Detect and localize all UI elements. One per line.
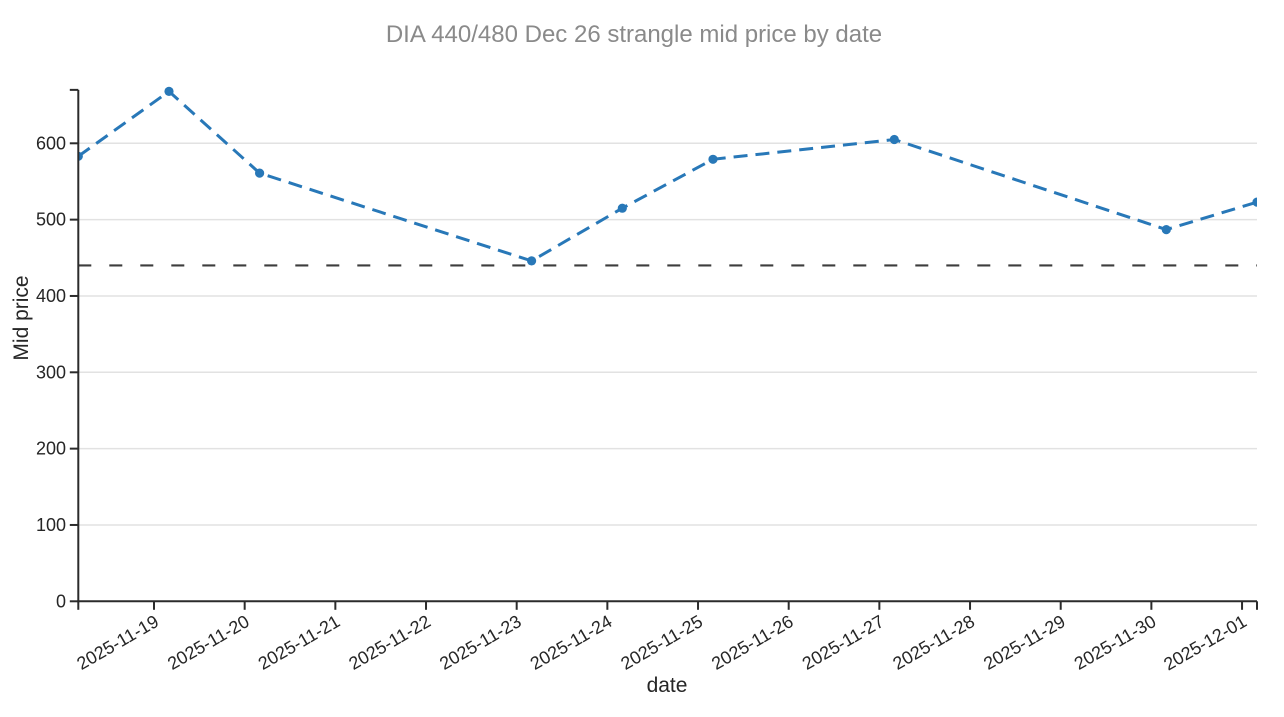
y-tick-label-500: 500 bbox=[36, 210, 66, 230]
x-axis-label: date bbox=[647, 674, 688, 697]
x-tick-label-2025-11-20: 2025-11-20 bbox=[164, 611, 253, 674]
y-tick-label-200: 200 bbox=[36, 439, 66, 459]
series-layer bbox=[78, 86, 1257, 266]
x-tick-label-2025-11-23: 2025-11-23 bbox=[436, 611, 525, 674]
data-point-2025-12-01 bbox=[1252, 197, 1257, 207]
x-tick-label-2025-11-22: 2025-11-22 bbox=[345, 611, 434, 674]
gridlines bbox=[78, 142, 1257, 603]
x-tick-label-2025-11-19: 2025-11-19 bbox=[73, 611, 162, 674]
x-tick-label-2025-11-25: 2025-11-25 bbox=[617, 611, 706, 674]
x-tick-label-2025-11-21: 2025-11-21 bbox=[255, 611, 344, 674]
data-point-2025-11-23 bbox=[527, 256, 537, 266]
data-point-2025-11-20 bbox=[255, 168, 265, 178]
y-tick-label-300: 300 bbox=[36, 362, 66, 382]
x-tick-label-2025-11-24: 2025-11-24 bbox=[527, 611, 616, 674]
data-point-2025-11-25 bbox=[708, 154, 718, 164]
y-axis-label: Mid price bbox=[10, 275, 33, 360]
chart-title: DIA 440/480 Dec 26 strangle mid price by… bbox=[386, 21, 882, 48]
y-tick-label-400: 400 bbox=[36, 286, 66, 306]
data-point-2025-11-18 bbox=[78, 151, 83, 161]
x-tick-label-2025-12-01: 2025-12-01 bbox=[1160, 611, 1250, 674]
x-tick-label-2025-11-27: 2025-11-27 bbox=[799, 611, 888, 674]
axes-layer bbox=[69, 88, 1258, 610]
y-tick-label-600: 600 bbox=[36, 133, 66, 153]
x-tick-label-2025-11-28: 2025-11-28 bbox=[889, 611, 978, 674]
x-tick-label-2025-11-30: 2025-11-30 bbox=[1071, 611, 1160, 674]
x-tick-label-2025-11-26: 2025-11-26 bbox=[708, 611, 797, 674]
data-point-2025-11-19 bbox=[164, 86, 174, 96]
x-tick-label-2025-11-29: 2025-11-29 bbox=[980, 611, 1069, 674]
y-tick-label-100: 100 bbox=[36, 515, 66, 535]
data-point-2025-11-27 bbox=[889, 134, 899, 145]
y-tick-label-0: 0 bbox=[56, 591, 66, 611]
data-point-2025-11-30 bbox=[1161, 225, 1171, 235]
data-point-2025-11-24 bbox=[617, 203, 627, 213]
mid-price-line bbox=[78, 89, 1257, 263]
